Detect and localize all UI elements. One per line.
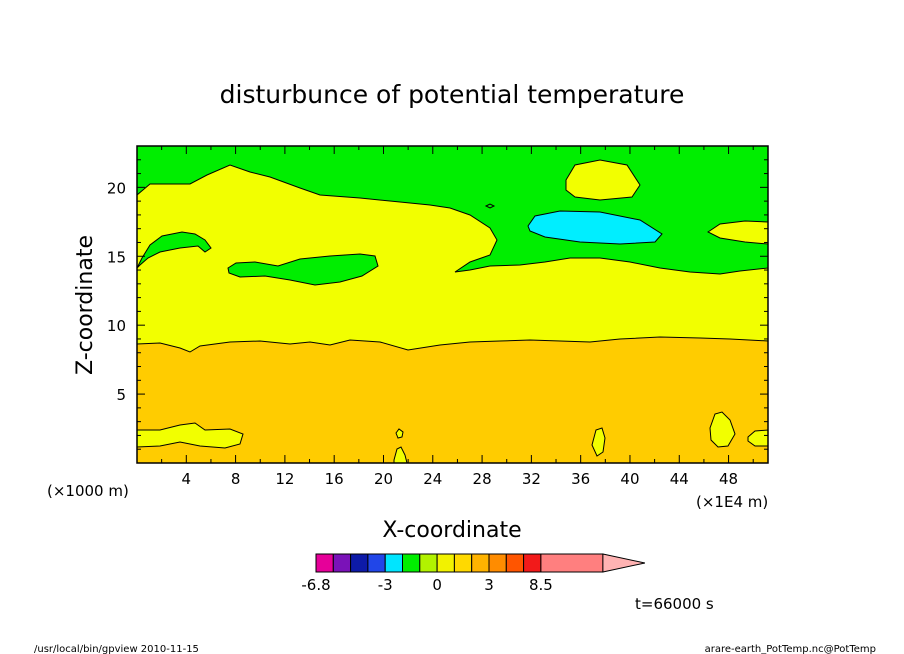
colorbar-cell (540, 553, 604, 573)
contour-line-small-ring (484, 203, 496, 209)
colorbar-cell (488, 553, 507, 573)
contour-region-green-island-center (227, 253, 379, 286)
x-tick-label: 16 (325, 470, 344, 488)
footer-right: arare-earth_PotTemp.nc@PotTemp (705, 644, 876, 654)
chart-title: disturbunce of potential temperature (220, 80, 685, 109)
contour-region-green-island-left (136, 231, 212, 269)
colorbar-cell (315, 553, 334, 573)
y-tick-label: 15 (107, 248, 126, 266)
x-unit-left: (×1000 m) (47, 482, 129, 500)
x-tick-label: 8 (231, 470, 241, 488)
footer-left: /usr/local/bin/gpview 2010-11-15 (34, 644, 199, 654)
x-tick-label: 40 (620, 470, 639, 488)
colorbar-label: 3 (484, 576, 494, 594)
y-tick-label: 10 (107, 317, 126, 335)
colorbar-cell (505, 553, 525, 573)
colorbar-label: -3 (378, 576, 393, 594)
colorbar-cell (367, 553, 386, 573)
colorbar-cell (332, 553, 352, 573)
contour-region-yellow-bottom-right-1 (709, 411, 736, 448)
colorbar: -6.8 -3 0 3 8.5 (301, 553, 646, 594)
y-tick-label: 20 (107, 179, 126, 197)
colorbar-label: -6.8 (301, 576, 330, 594)
x-tick-label: 44 (670, 470, 689, 488)
x-tick-label: 48 (719, 470, 738, 488)
colorbar-label: 8.5 (529, 576, 553, 594)
colorbar-label: 0 (432, 576, 442, 594)
colorbar-cell (419, 553, 438, 573)
contour-region-yellow-blob-top (565, 159, 641, 201)
x-axis-label: X-coordinate (382, 518, 521, 543)
time-label: t=66000 s (635, 595, 714, 613)
x-tick-label: 20 (374, 470, 393, 488)
x-tick-label: 32 (522, 470, 541, 488)
contour-region-cyan-blob (527, 210, 663, 245)
y-axis-label: Z-coordinate (73, 235, 98, 375)
x-tick-label: 12 (275, 470, 294, 488)
y-tick-label: 5 (116, 386, 126, 404)
contour-region-yellow-bottom-small-1 (395, 428, 404, 439)
colorbar-cell (402, 553, 421, 573)
x-unit-right: (×1E4 m) (696, 493, 768, 511)
colorbar-cell (436, 553, 455, 573)
x-tick-label: 28 (473, 470, 492, 488)
colorbar-extend-arrow (602, 553, 646, 573)
colorbar-cell (384, 553, 404, 573)
colorbar-cell (471, 553, 490, 573)
contour-region-yellow-bottom-small-3 (591, 427, 606, 457)
colorbar-cell (350, 553, 369, 573)
x-tick-label: 4 (182, 470, 192, 488)
colorbar-cell (523, 553, 542, 573)
contour-region-yellow-bottom-left (136, 422, 244, 449)
x-tick-label: 24 (423, 470, 442, 488)
x-tick-label: 36 (571, 470, 590, 488)
colorbar-cell (453, 553, 473, 573)
contour-region-orange-lower (136, 336, 769, 464)
plot-frame (136, 145, 769, 464)
contour-plot-area (136, 145, 769, 464)
